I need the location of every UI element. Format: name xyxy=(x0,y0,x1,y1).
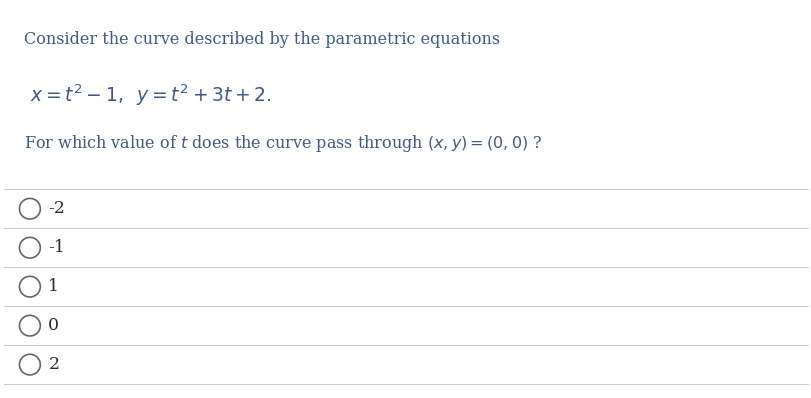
Text: $x = t^2 - 1,\;\; y = t^2 + 3t + 2.$: $x = t^2 - 1,\;\; y = t^2 + 3t + 2.$ xyxy=(30,82,271,107)
Text: 1: 1 xyxy=(49,278,59,295)
Text: -1: -1 xyxy=(49,239,65,256)
Text: 0: 0 xyxy=(49,317,59,334)
Text: For which value of $t$ does the curve pass through $(x, y) = (0, 0)$ ?: For which value of $t$ does the curve pa… xyxy=(24,133,542,154)
Text: 2: 2 xyxy=(49,356,59,373)
Text: -2: -2 xyxy=(49,200,66,217)
Text: Consider the curve described by the parametric equations: Consider the curve described by the para… xyxy=(24,31,500,49)
